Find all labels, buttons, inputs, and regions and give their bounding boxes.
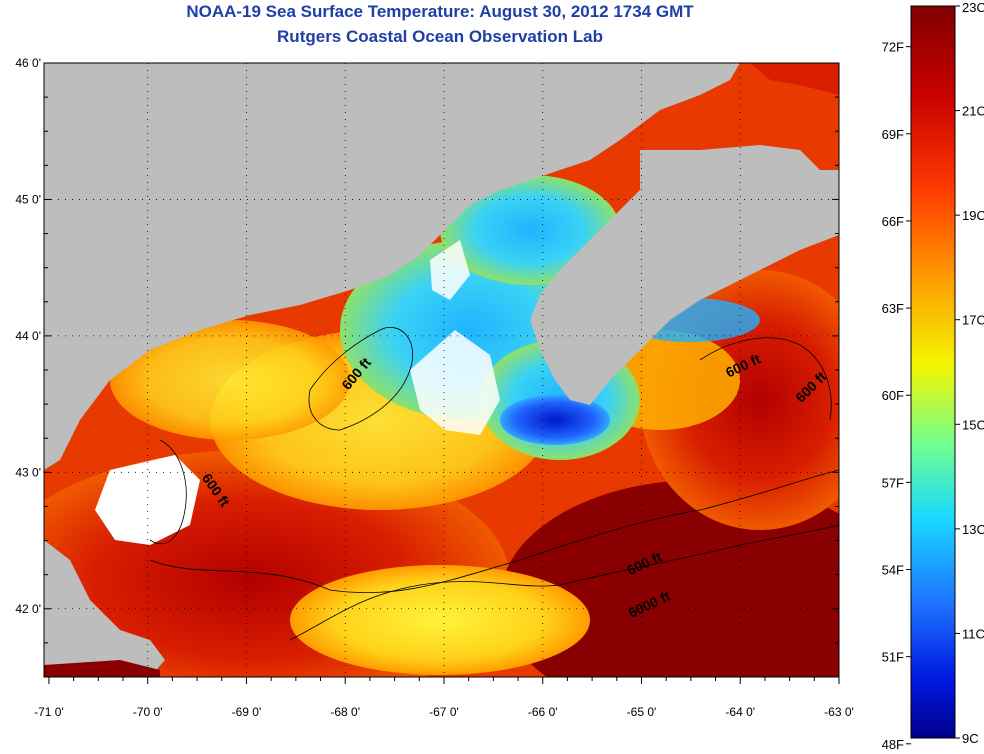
land-nova-scotia bbox=[530, 145, 839, 405]
latitude-label: 46 0' bbox=[15, 56, 41, 70]
cloud-patch-north bbox=[430, 240, 470, 300]
colorbar-label-c: 17C bbox=[962, 313, 984, 328]
longitude-label: -68 0' bbox=[330, 705, 360, 719]
colorbar-label-c: 13C bbox=[962, 522, 984, 537]
latitude-label: 42 0' bbox=[15, 602, 41, 616]
longitude-label: -70 0' bbox=[133, 705, 163, 719]
latitude-label: 45 0' bbox=[15, 192, 41, 206]
longitude-label: -63 0' bbox=[824, 705, 854, 719]
axis-ticks bbox=[44, 62, 840, 684]
colorbar-label-f: 57F bbox=[882, 475, 904, 490]
longitude-labels: -71 0' -70 0' -69 0' -68 0' -67 0' -66 0' -65 … bbox=[34, 705, 854, 719]
graticule bbox=[44, 63, 839, 677]
colorbar bbox=[910, 5, 956, 739]
contour-6000ft bbox=[289, 524, 839, 641]
colorbar-label-c: 19C bbox=[962, 208, 984, 223]
contour-600ft-gulf bbox=[308, 327, 414, 431]
warm-water-nantucket bbox=[44, 660, 160, 677]
blue-cold-upwelling bbox=[500, 395, 610, 445]
land-maine-new-brunswick bbox=[44, 63, 740, 470]
colorbar-label-f: 69F bbox=[882, 127, 904, 142]
longitude-label: -65 0' bbox=[627, 705, 657, 719]
latitude-label: 43 0' bbox=[15, 465, 41, 479]
colorbar-label-c: 21C bbox=[962, 104, 984, 119]
warm-water-gulf-st-lawrence bbox=[750, 63, 839, 95]
contour-600ft-scotian bbox=[699, 337, 832, 421]
land-massachusetts bbox=[44, 540, 165, 677]
longitude-label: -66 0' bbox=[528, 705, 558, 719]
yellow-gulf-west bbox=[110, 320, 350, 440]
longitude-label: -64 0' bbox=[725, 705, 755, 719]
yellow-bank-south bbox=[290, 565, 590, 675]
longitude-label: -67 0' bbox=[429, 705, 459, 719]
map-subtitle: Rutgers Coastal Ocean Observation Lab bbox=[277, 27, 603, 46]
contour-600ft-south bbox=[149, 469, 839, 594]
colorbar-label-c: 23C bbox=[962, 0, 984, 15]
colorbar-label-f: 51F bbox=[882, 650, 904, 665]
longitude-label: -71 0' bbox=[34, 705, 64, 719]
colorbar-label-f: 60F bbox=[882, 388, 904, 403]
map-title: NOAA-19 Sea Surface Temperature: August … bbox=[186, 2, 694, 21]
cloud-patch-cape-cod bbox=[95, 455, 200, 545]
colorbar-label-c: 15C bbox=[962, 417, 984, 432]
longitude-label: -69 0' bbox=[232, 705, 262, 719]
latitude-label: 44 0' bbox=[15, 329, 41, 343]
colorbar-label-c: 11C bbox=[962, 626, 984, 641]
colorbar-label-f: 48F bbox=[882, 737, 904, 752]
contour-600ft-west bbox=[149, 439, 187, 545]
latitude-labels: 46 0' 45 0' 44 0' 43 0' 42 0' bbox=[15, 56, 41, 616]
colorbar-label-f: 66F bbox=[882, 214, 904, 229]
colorbar-label-f: 72F bbox=[882, 40, 904, 55]
colorbar-label-f: 54F bbox=[882, 563, 904, 578]
colorbar-label-f: 63F bbox=[882, 301, 904, 316]
cloud-patch-gulf bbox=[410, 330, 500, 435]
colorbar-fahrenheit-labels: 72F 69F 66F 63F 60F 57F 54F 51F 48F bbox=[882, 40, 911, 752]
colorbar-label-c: 9C bbox=[962, 731, 979, 746]
colorbar-celsius-labels: 23C 21C 19C 17C 15C 13C 11C 9C bbox=[955, 0, 984, 746]
